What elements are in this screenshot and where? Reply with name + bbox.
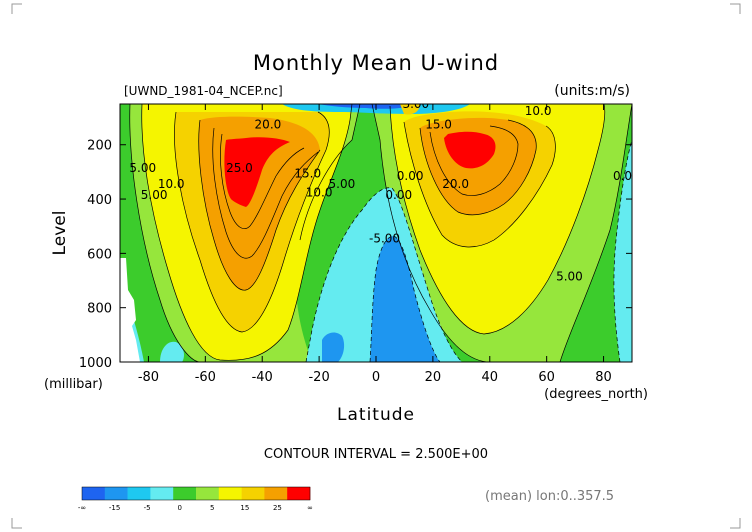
colorbar-swatch — [104, 487, 128, 500]
contour-field: 20.025.010.05.005.0015.010.05.000.000.00… — [120, 97, 640, 362]
level-fill-blue-patch — [322, 332, 345, 362]
contour-label: 5.00 — [141, 188, 168, 202]
contour-label: 20.0 — [255, 117, 282, 131]
contour-label: 5.00 — [556, 270, 583, 284]
y-tick-label: 600 — [87, 247, 112, 262]
contour-label: 10.0 — [158, 177, 185, 191]
contour-label: 5.00 — [329, 177, 356, 191]
contour-labels: 20.025.010.05.005.0015.010.05.000.000.00… — [129, 97, 640, 284]
x-tick-label: -40 — [252, 370, 273, 385]
colorbar-label: 0 — [177, 504, 181, 512]
colorbar-label: 15 — [240, 504, 249, 512]
x-tick-label: -60 — [195, 370, 216, 385]
x-tick-label: 40 — [482, 370, 499, 385]
contour-label: 0.00 — [397, 169, 424, 183]
contour-lines — [129, 104, 632, 362]
dataset-label: [UWND_1981-04_NCEP.nc] — [124, 84, 283, 98]
colorbar-swatch — [82, 487, 106, 500]
colorbar-label: -5 — [144, 504, 151, 512]
contour-label: 15.0 — [294, 166, 321, 180]
contour-lines-dashed — [305, 139, 632, 362]
y-axis-unit: (millibar) — [44, 377, 103, 392]
colorbar-label: 5 — [210, 504, 214, 512]
level-fill-red-south — [224, 137, 290, 207]
y-tick-label: 400 — [87, 193, 112, 208]
level-fill-red-north — [444, 131, 496, 169]
x-tick-label: -80 — [138, 370, 159, 385]
colorbar-swatch — [218, 487, 242, 500]
contour-label: 20.0 — [442, 177, 469, 191]
x-axis-label: Latitude — [337, 405, 415, 425]
x-tick-label: 20 — [425, 370, 442, 385]
y-tick-label: 200 — [87, 139, 112, 154]
crop-marks — [11, 3, 741, 529]
level-fill-topstrip-blue — [318, 104, 420, 109]
x-tick-label: 80 — [595, 370, 612, 385]
colorbar-swatch — [150, 487, 174, 500]
x-axis-unit: (degrees_north) — [544, 387, 648, 402]
contour-label: 0.00 — [385, 188, 412, 202]
level-fill-lightcyan-patch — [160, 341, 184, 362]
contour-label: 0.00 — [613, 169, 640, 183]
contour-label: 10.0 — [525, 104, 552, 118]
colorbar-label: 25 — [273, 504, 282, 512]
units-label: (units:m/s) — [554, 83, 630, 99]
contour-label: -5.00 — [369, 232, 400, 246]
axes: -80 -60 -40 -20 0 20 40 60 80 200 400 600 800 1000 — [79, 104, 632, 385]
colorbar-swatch — [173, 487, 197, 500]
colorbar-label: -15 — [109, 504, 120, 512]
x-tick-label: -20 — [308, 370, 329, 385]
chart-title: Monthly Mean U-wind — [253, 51, 499, 75]
y-axis-label: Level — [50, 211, 70, 256]
level-fill-topstrip-gold — [400, 104, 420, 115]
colorbar-swatch — [127, 487, 151, 500]
contour-label: 3.00 — [402, 97, 429, 111]
x-tick-label: 0 — [372, 370, 380, 385]
colorbar-label: ∞ — [307, 504, 313, 512]
y-tick-label: 800 — [87, 302, 112, 317]
level-fill-blue-center — [370, 236, 440, 362]
footer-mean-info: (mean) lon:0..357.5 — [485, 489, 614, 504]
colorbar: -∞ -15 -5 0 5 15 25 ∞ — [78, 486, 313, 512]
missing-data-region — [120, 258, 140, 362]
contour-label: 5.00 — [129, 161, 156, 175]
colorbar-swatch — [241, 487, 265, 500]
contour-interval: CONTOUR INTERVAL = 2.500E+00 — [264, 447, 488, 462]
contour-label: 10.0 — [306, 185, 333, 199]
contour-label: 25.0 — [226, 161, 253, 175]
colorbar-label: -∞ — [78, 504, 86, 512]
level-fill-lightcyan-north — [613, 140, 632, 362]
colorbar-swatch — [287, 487, 311, 500]
colorbar-frame — [81, 486, 311, 501]
contour-label: 15.0 — [425, 117, 452, 131]
colorbar-swatch — [264, 487, 288, 500]
x-tick-label: 60 — [538, 370, 555, 385]
y-tick-label: 1000 — [79, 356, 112, 371]
colorbar-swatch — [196, 487, 220, 500]
